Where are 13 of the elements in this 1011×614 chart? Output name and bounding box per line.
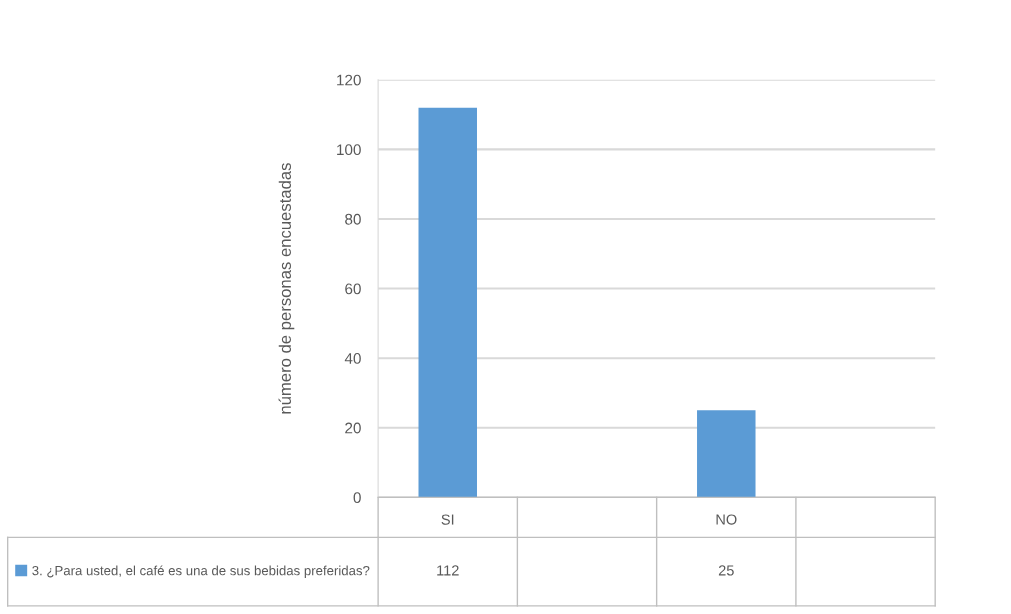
y-tick-label: 40 [344,353,361,364]
y-tick-label: 80 [345,213,361,225]
y-tick-label: 60 [345,283,361,295]
y-tick-label: 120 [337,74,361,86]
y-axis-title: número de personas encuestadas [278,163,295,414]
x-tick-label: NO [716,514,737,525]
data-label: 25 [718,565,734,576]
y-tick-label: 0 [353,492,361,504]
y-tick-label: 100 [337,144,361,156]
x-tick-label: SI [441,514,454,525]
legend-label: 3. ¿Para usted, el café es una de sus bebidas preferidas? [32,565,370,578]
y-tick-label: 20 [345,422,361,434]
data-label: 112 [437,565,459,576]
